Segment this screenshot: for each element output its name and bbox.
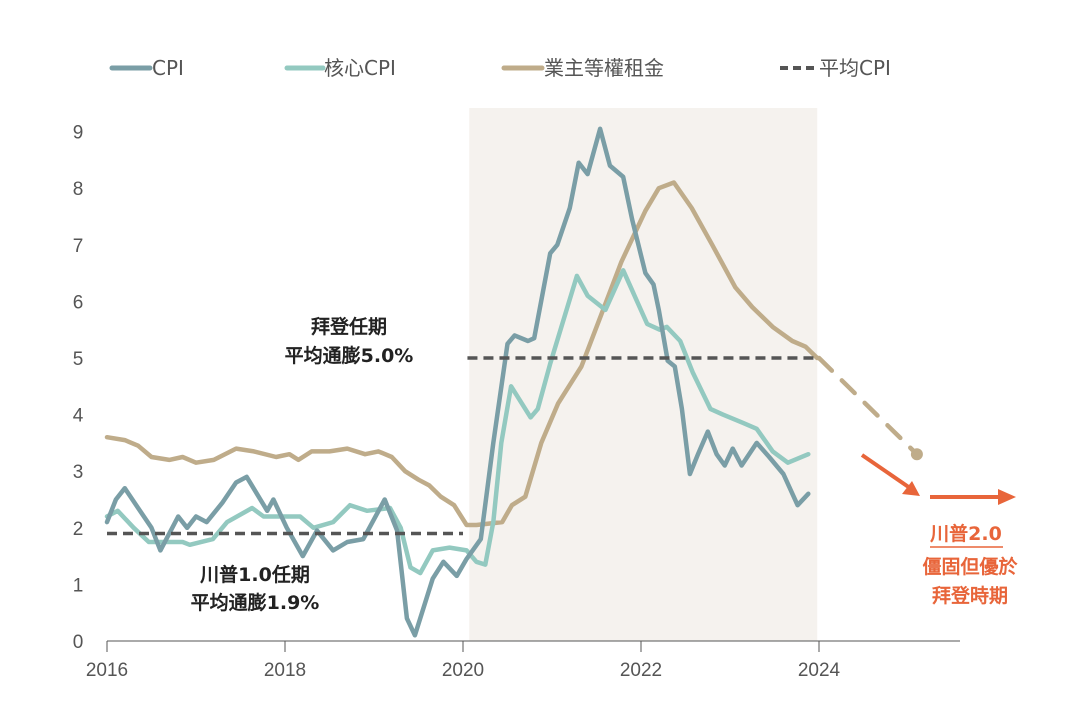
annotation-text: 平均通膨1.9% xyxy=(191,591,320,614)
series-line-2 xyxy=(104,180,820,528)
biden-shaded-period xyxy=(469,108,818,641)
annotation-text: 川普1.0任期 xyxy=(199,563,310,586)
annotation-text: 拜登任期 xyxy=(311,315,387,338)
x-tick-label: 2016 xyxy=(86,660,128,681)
y-tick-label: 8 xyxy=(73,179,84,200)
series-line-1 xyxy=(104,268,811,576)
oer-projection-point xyxy=(910,448,923,461)
legend-label: CPI xyxy=(152,56,184,80)
arrow-down-right-icon xyxy=(860,453,912,490)
annotation-biden: 拜登任期 平均通膨5.0% xyxy=(285,315,414,367)
annotation-text: 僵固但優於 xyxy=(922,555,1018,578)
arrowhead-icon xyxy=(902,481,920,496)
legend-item-avg-cpi[interactable]: 平均CPI xyxy=(780,56,891,80)
y-tick-label: 6 xyxy=(73,292,84,313)
legend-item-core-cpi[interactable]: 核心CPI xyxy=(284,56,396,80)
x-tick-label: 2024 xyxy=(798,660,841,681)
legend-item-oer[interactable]: 業主等權租金 xyxy=(501,56,664,80)
legend-label: 業主等權租金 xyxy=(544,56,664,80)
y-tick-label: 9 xyxy=(73,123,84,144)
annotation-text: 拜登時期 xyxy=(932,584,1008,607)
x-tick-label: 2018 xyxy=(264,660,306,681)
y-tick-label: 2 xyxy=(73,519,84,540)
y-tick-label: 1 xyxy=(73,575,84,596)
annotation-trump2: 川普2.0 僵固但優於 拜登時期 xyxy=(860,453,1018,607)
annotation-text: 平均通膨5.0% xyxy=(285,344,414,367)
legend-label: 核心CPI xyxy=(324,56,396,80)
annotation-text: 川普2.0 xyxy=(929,522,1002,545)
y-tick-label: 0 xyxy=(73,632,84,653)
annotation-trump1: 川普1.0任期 平均通膨1.9% xyxy=(191,563,320,614)
arrowhead-icon xyxy=(998,489,1016,505)
y-tick-label: 3 xyxy=(73,462,84,483)
legend: CPI 核心CPI 業主等權租金 平均CPI xyxy=(109,56,891,80)
y-tick-label: 4 xyxy=(73,406,84,427)
legend-item-cpi[interactable]: CPI xyxy=(109,56,184,80)
x-tick-label: 2022 xyxy=(620,660,662,681)
series-line-0 xyxy=(104,126,811,638)
legend-label: 平均CPI xyxy=(819,56,891,80)
y-tick-label: 5 xyxy=(73,349,84,370)
oer-projection-line xyxy=(816,355,920,457)
y-tick-label: 7 xyxy=(73,236,84,257)
x-tick-label: 2020 xyxy=(442,660,484,681)
